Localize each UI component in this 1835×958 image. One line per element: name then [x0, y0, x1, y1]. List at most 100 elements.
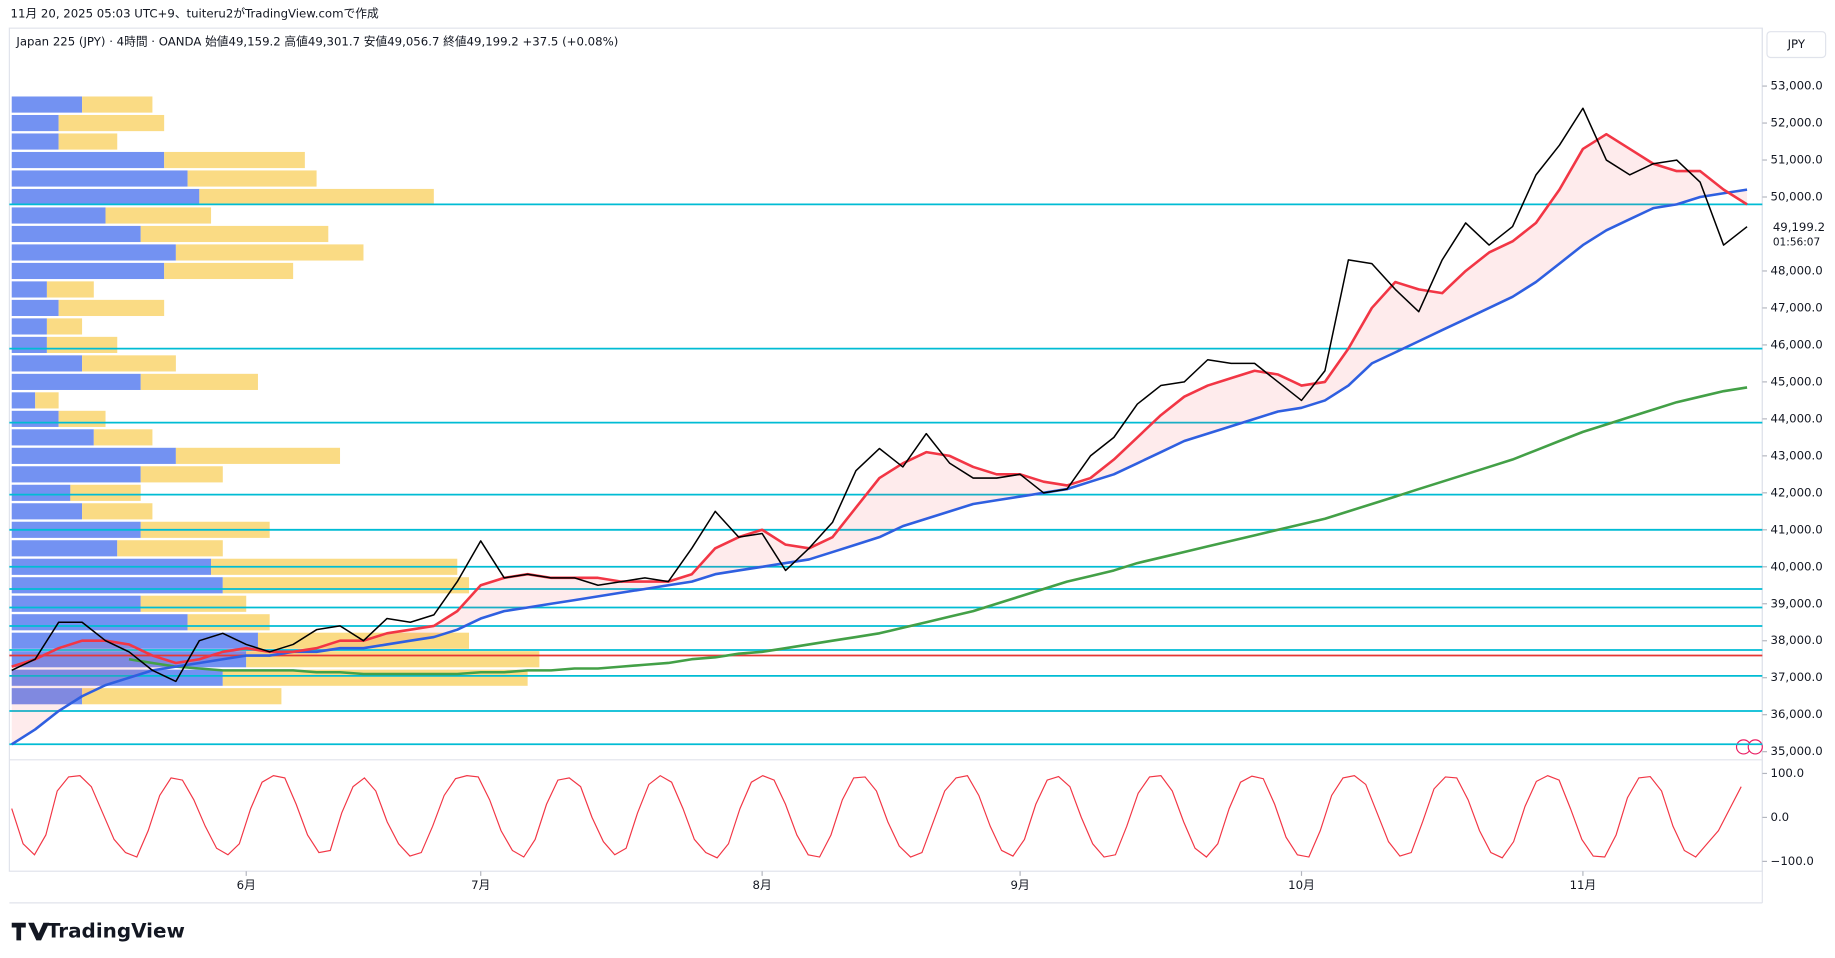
moving-average — [11, 132, 1748, 668]
profile-up-bar — [11, 114, 59, 132]
x-tick-label: 7月 — [471, 878, 490, 892]
y-tick-label: 44,000.0 — [1771, 411, 1823, 425]
profile-down-bar — [187, 614, 270, 631]
profile-down-bar — [164, 262, 294, 280]
profile-down-bar — [164, 151, 305, 169]
profile-up-bar — [11, 355, 83, 372]
profile-down-bar — [175, 447, 341, 464]
profile-up-bar — [11, 299, 59, 317]
profile-up-bar — [11, 614, 188, 631]
y-tick-label: 36,000.0 — [1771, 707, 1823, 721]
profile-up-bar — [11, 207, 106, 224]
y-tick-label: 48,000.0 — [1771, 263, 1823, 277]
x-tick-label: 11月 — [1570, 878, 1597, 892]
profile-up-bar — [11, 503, 83, 520]
profile-down-bar — [93, 429, 153, 446]
y-tick-label: 40,000.0 — [1771, 559, 1823, 573]
countdown-label: 01:56:07 — [1773, 237, 1820, 249]
profile-up-bar — [11, 262, 165, 280]
profile-down-bar — [46, 281, 94, 298]
profile-up-bar — [11, 336, 47, 353]
x-tick-label: 9月 — [1011, 878, 1030, 892]
profile-up-bar — [11, 577, 223, 594]
profile-down-bar — [58, 133, 118, 150]
profile-down-bar — [140, 466, 223, 483]
y-tick-label: 42,000.0 — [1771, 485, 1823, 499]
y-tick-label: 47,000.0 — [1771, 300, 1823, 314]
profile-down-bar — [82, 688, 282, 705]
profile-up-bar — [11, 466, 141, 483]
last-price-label: 49,199.2 — [1773, 220, 1825, 234]
profile-up-bar — [11, 96, 83, 113]
profile-down-bar — [117, 540, 223, 557]
oscillator-line — [11, 774, 1742, 859]
replay-icon[interactable] — [1747, 739, 1763, 755]
profile-down-bar — [222, 577, 470, 594]
profile-down-bar — [175, 244, 364, 261]
profile-down-bar — [70, 484, 141, 501]
panes — [8, 27, 1827, 904]
profile-down-bar — [105, 207, 212, 224]
profile-up-bar — [11, 244, 176, 261]
profile-up-bar — [11, 392, 36, 409]
y-tick-label: 46,000.0 — [1771, 337, 1823, 351]
tool-icons — [1735, 739, 1763, 755]
profile-down-bar — [58, 114, 165, 132]
x-tick-label: 10月 — [1288, 878, 1315, 892]
ma-band-fill — [11, 134, 1748, 745]
y-tick-label: 37,000.0 — [1771, 670, 1823, 684]
logo-text: TradingView — [47, 920, 185, 943]
profile-down-bar — [187, 170, 317, 187]
profile-down-bar — [140, 373, 258, 390]
profile-down-bar — [82, 355, 176, 372]
profile-up-bar — [11, 688, 83, 705]
profile-up-bar — [11, 540, 118, 557]
x-tick-label: 6月 — [237, 878, 256, 892]
y-tick-label: 53,000.0 — [1771, 79, 1823, 93]
profile-down-bar — [82, 503, 153, 520]
osc-tick-label: −100.0 — [1771, 854, 1814, 868]
profile-down-bar — [46, 318, 83, 335]
profile-up-bar — [11, 410, 59, 427]
created-note: 11月 20, 2025 05:03 UTC+9、tuiteru2がTradin… — [11, 7, 379, 21]
y-tick-label: 38,000.0 — [1771, 633, 1823, 647]
profile-down-bar — [199, 188, 434, 206]
currency-button[interactable] — [1766, 31, 1827, 59]
profile-down-bar — [140, 225, 329, 243]
profile-up-bar — [11, 447, 176, 464]
profile-up-bar — [11, 281, 47, 298]
profile-down-bar — [82, 96, 153, 113]
y-tick-label: 41,000.0 — [1771, 522, 1823, 536]
profile-down-bar — [58, 410, 106, 427]
y-tick-label: 45,000.0 — [1771, 374, 1823, 388]
profile-up-bar — [11, 225, 141, 243]
profile-up-bar — [11, 133, 59, 150]
symbol-legend: Japan 225 (JPY) · 4時間 · OANDA 始値49,159.2… — [15, 35, 618, 49]
x-tick-label: 8月 — [753, 878, 772, 892]
profile-down-bar — [140, 595, 247, 612]
profile-up-bar — [11, 170, 188, 187]
osc-tick-label: 0.0 — [1771, 810, 1790, 824]
price-line — [11, 107, 1748, 683]
profile-down-bar — [58, 299, 165, 317]
y-tick-label: 52,000.0 — [1771, 116, 1823, 130]
profile-up-bar — [11, 595, 141, 612]
profile-up-bar — [11, 151, 165, 169]
profile-up-bar — [11, 429, 94, 446]
logo-icon — [11, 922, 50, 941]
profile-up-bar — [11, 373, 141, 390]
currency-label[interactable]: JPY — [1787, 37, 1806, 51]
logo: TradingView — [11, 920, 185, 943]
profile-up-bar — [11, 669, 223, 686]
profile-up-bar — [11, 188, 200, 206]
profile-up-bar — [11, 318, 47, 335]
y-tick-label: 43,000.0 — [1771, 448, 1823, 462]
y-tick-label: 39,000.0 — [1771, 596, 1823, 610]
y-tick-label: 50,000.0 — [1771, 190, 1823, 204]
moving-average — [128, 386, 1748, 676]
y-tick-label: 51,000.0 — [1771, 153, 1823, 167]
profile-down-bar — [35, 392, 59, 409]
profile-up-bar — [11, 484, 71, 501]
